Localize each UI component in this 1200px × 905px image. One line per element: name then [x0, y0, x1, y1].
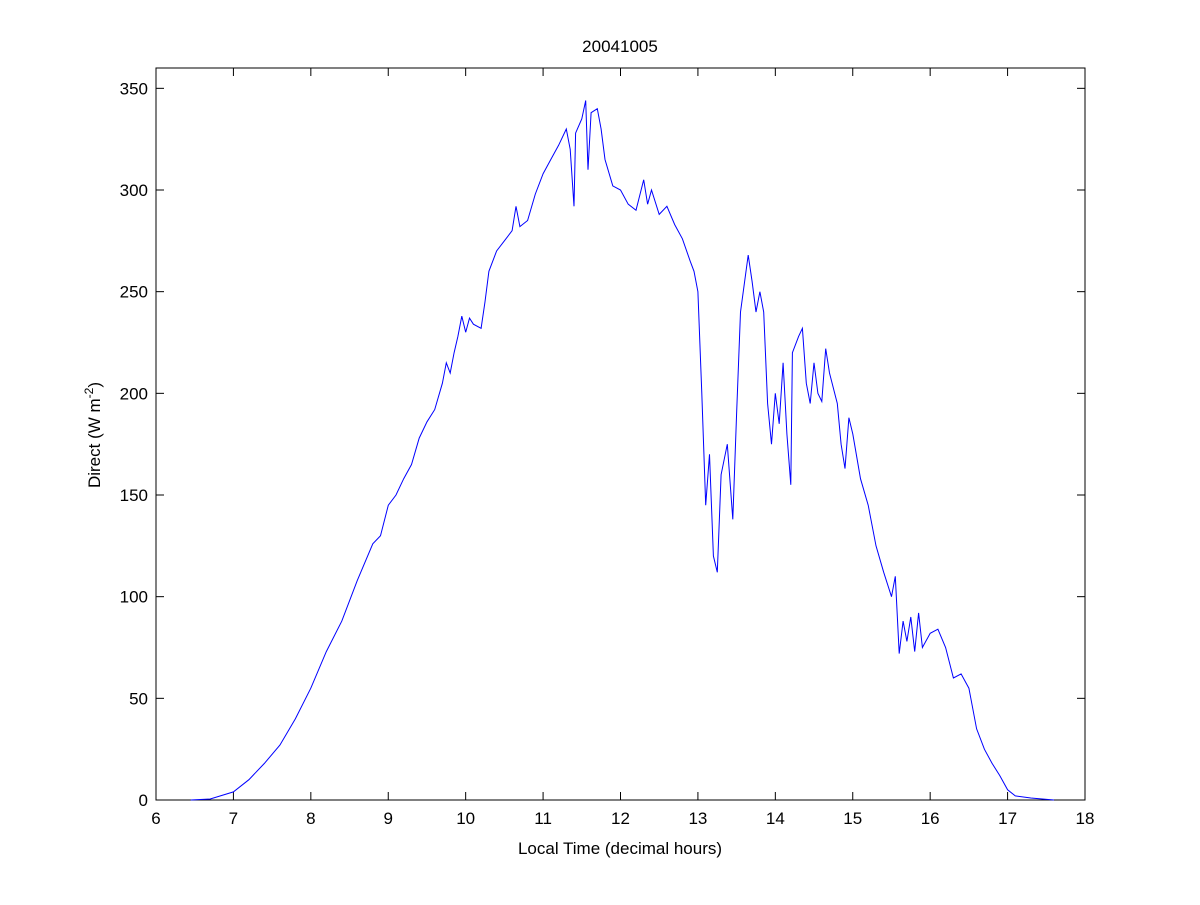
y-tick-label: 100: [120, 588, 148, 607]
x-tick-label: 13: [688, 809, 707, 828]
y-tick-label: 150: [120, 486, 148, 505]
x-axis-label: Local Time (decimal hours): [518, 839, 722, 858]
y-axis-label: Direct (W m-2): [82, 382, 104, 488]
x-tick-label: 6: [151, 809, 160, 828]
y-axis-label-main: Direct (W m: [85, 398, 104, 488]
y-tick-label: 250: [120, 283, 148, 302]
x-tick-label: 11: [534, 809, 552, 828]
y-tick-label: 350: [120, 79, 148, 98]
plot-area: [155, 67, 1086, 801]
series-line: [190, 100, 1055, 801]
x-tick-label: 7: [229, 809, 238, 828]
x-tick-label: 15: [843, 809, 862, 828]
y-tick-label: 300: [120, 181, 148, 200]
x-tick-label: 8: [306, 809, 315, 828]
x-tick-label: 14: [766, 809, 785, 828]
x-tick-label: 18: [1076, 809, 1095, 828]
chart-title: 20041005: [582, 37, 658, 56]
y-axis-label-sup: -2: [82, 387, 96, 398]
y-tick-label: 50: [129, 689, 148, 708]
y-axis-label-close: ): [85, 382, 104, 388]
y-axis: 0 50 100 150 200 250 300 350: [120, 79, 1085, 810]
y-tick-label: 0: [139, 791, 148, 810]
y-tick-label: 200: [120, 384, 148, 403]
x-tick-label: 12: [611, 809, 630, 828]
x-axis: 6 7 8 9 10 11 12 13 14 15 16 17 18: [151, 68, 1094, 828]
x-tick-label: 9: [384, 809, 393, 828]
x-tick-label: 16: [921, 809, 940, 828]
x-tick-label: 10: [456, 809, 475, 828]
x-tick-label: 17: [998, 809, 1017, 828]
